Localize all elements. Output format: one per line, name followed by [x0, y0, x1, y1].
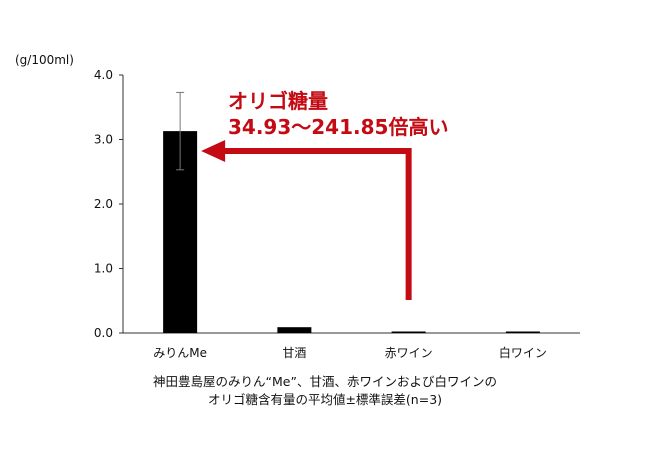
- x-tick-label: 白ワイン: [499, 345, 547, 360]
- bar: [277, 327, 312, 333]
- bar: [391, 331, 426, 333]
- x-tick-label: 甘酒: [282, 346, 306, 360]
- bar: [505, 331, 540, 333]
- y-tick-label: 2.0: [94, 197, 113, 211]
- x-tick-label: みりんMe: [153, 346, 207, 360]
- annotation-line-2: 34.93〜241.85倍高い: [228, 115, 448, 139]
- error-bar: [176, 91, 185, 171]
- y-tick-label: 4.0: [94, 68, 113, 82]
- annotation-arrow: [201, 140, 412, 300]
- chart-caption-line-1: 神田豊島屋のみりん“Me”、甘酒、赤ワインおよび白ワインの: [153, 374, 497, 389]
- y-unit-label: (g/100ml): [15, 53, 74, 67]
- y-tick-label: 3.0: [94, 133, 113, 147]
- y-tick-label: 1.0: [94, 262, 113, 276]
- annotation-line-1: オリゴ糖量: [228, 89, 328, 113]
- chart-caption-line-2: オリゴ糖含有量の平均値±標準誤差(n=3): [207, 392, 443, 407]
- x-tick-label: 赤ワイン: [385, 346, 433, 360]
- y-tick-label: 0.0: [94, 326, 113, 340]
